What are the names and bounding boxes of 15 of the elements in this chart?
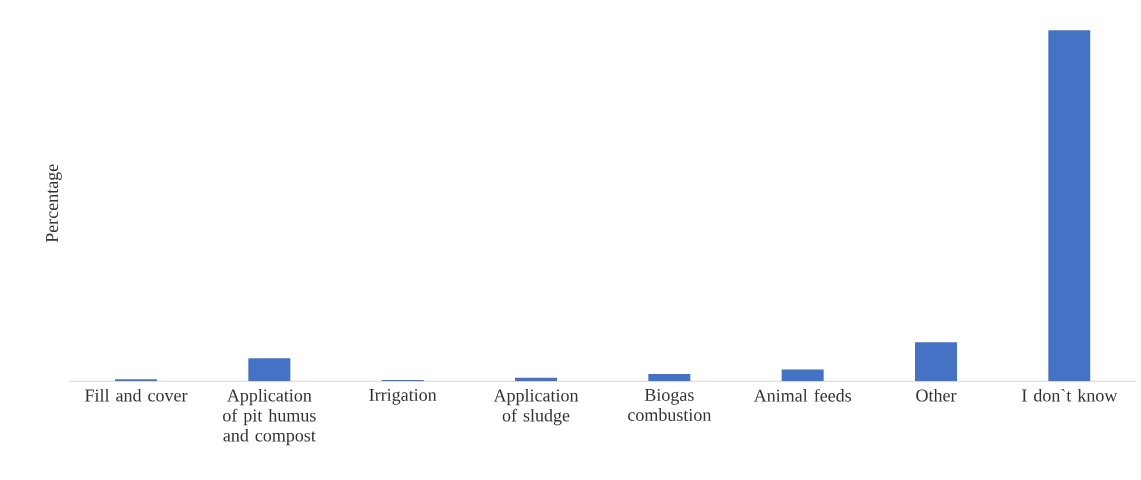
bar: [648, 373, 691, 382]
x-tick-label: I don`t know: [1022, 388, 1118, 402]
x-tick-label: Biogas combustion: [628, 388, 712, 421]
x-tick-label: Animal feeds: [753, 388, 852, 402]
bar: [915, 342, 958, 382]
bar: [248, 358, 291, 382]
x-tick-label: Application of sludge: [493, 388, 579, 426]
x-tick-label: Application of pit humus and compost: [223, 388, 316, 446]
x-tick-label: Irrigation: [369, 388, 437, 405]
x-tick-label: Other: [916, 388, 957, 402]
y-axis-title: Percentage: [46, 164, 62, 243]
bar: [1048, 30, 1091, 382]
x-tick-label: Fill and cover: [85, 388, 188, 402]
bar: [115, 379, 158, 382]
bar: [781, 369, 824, 382]
